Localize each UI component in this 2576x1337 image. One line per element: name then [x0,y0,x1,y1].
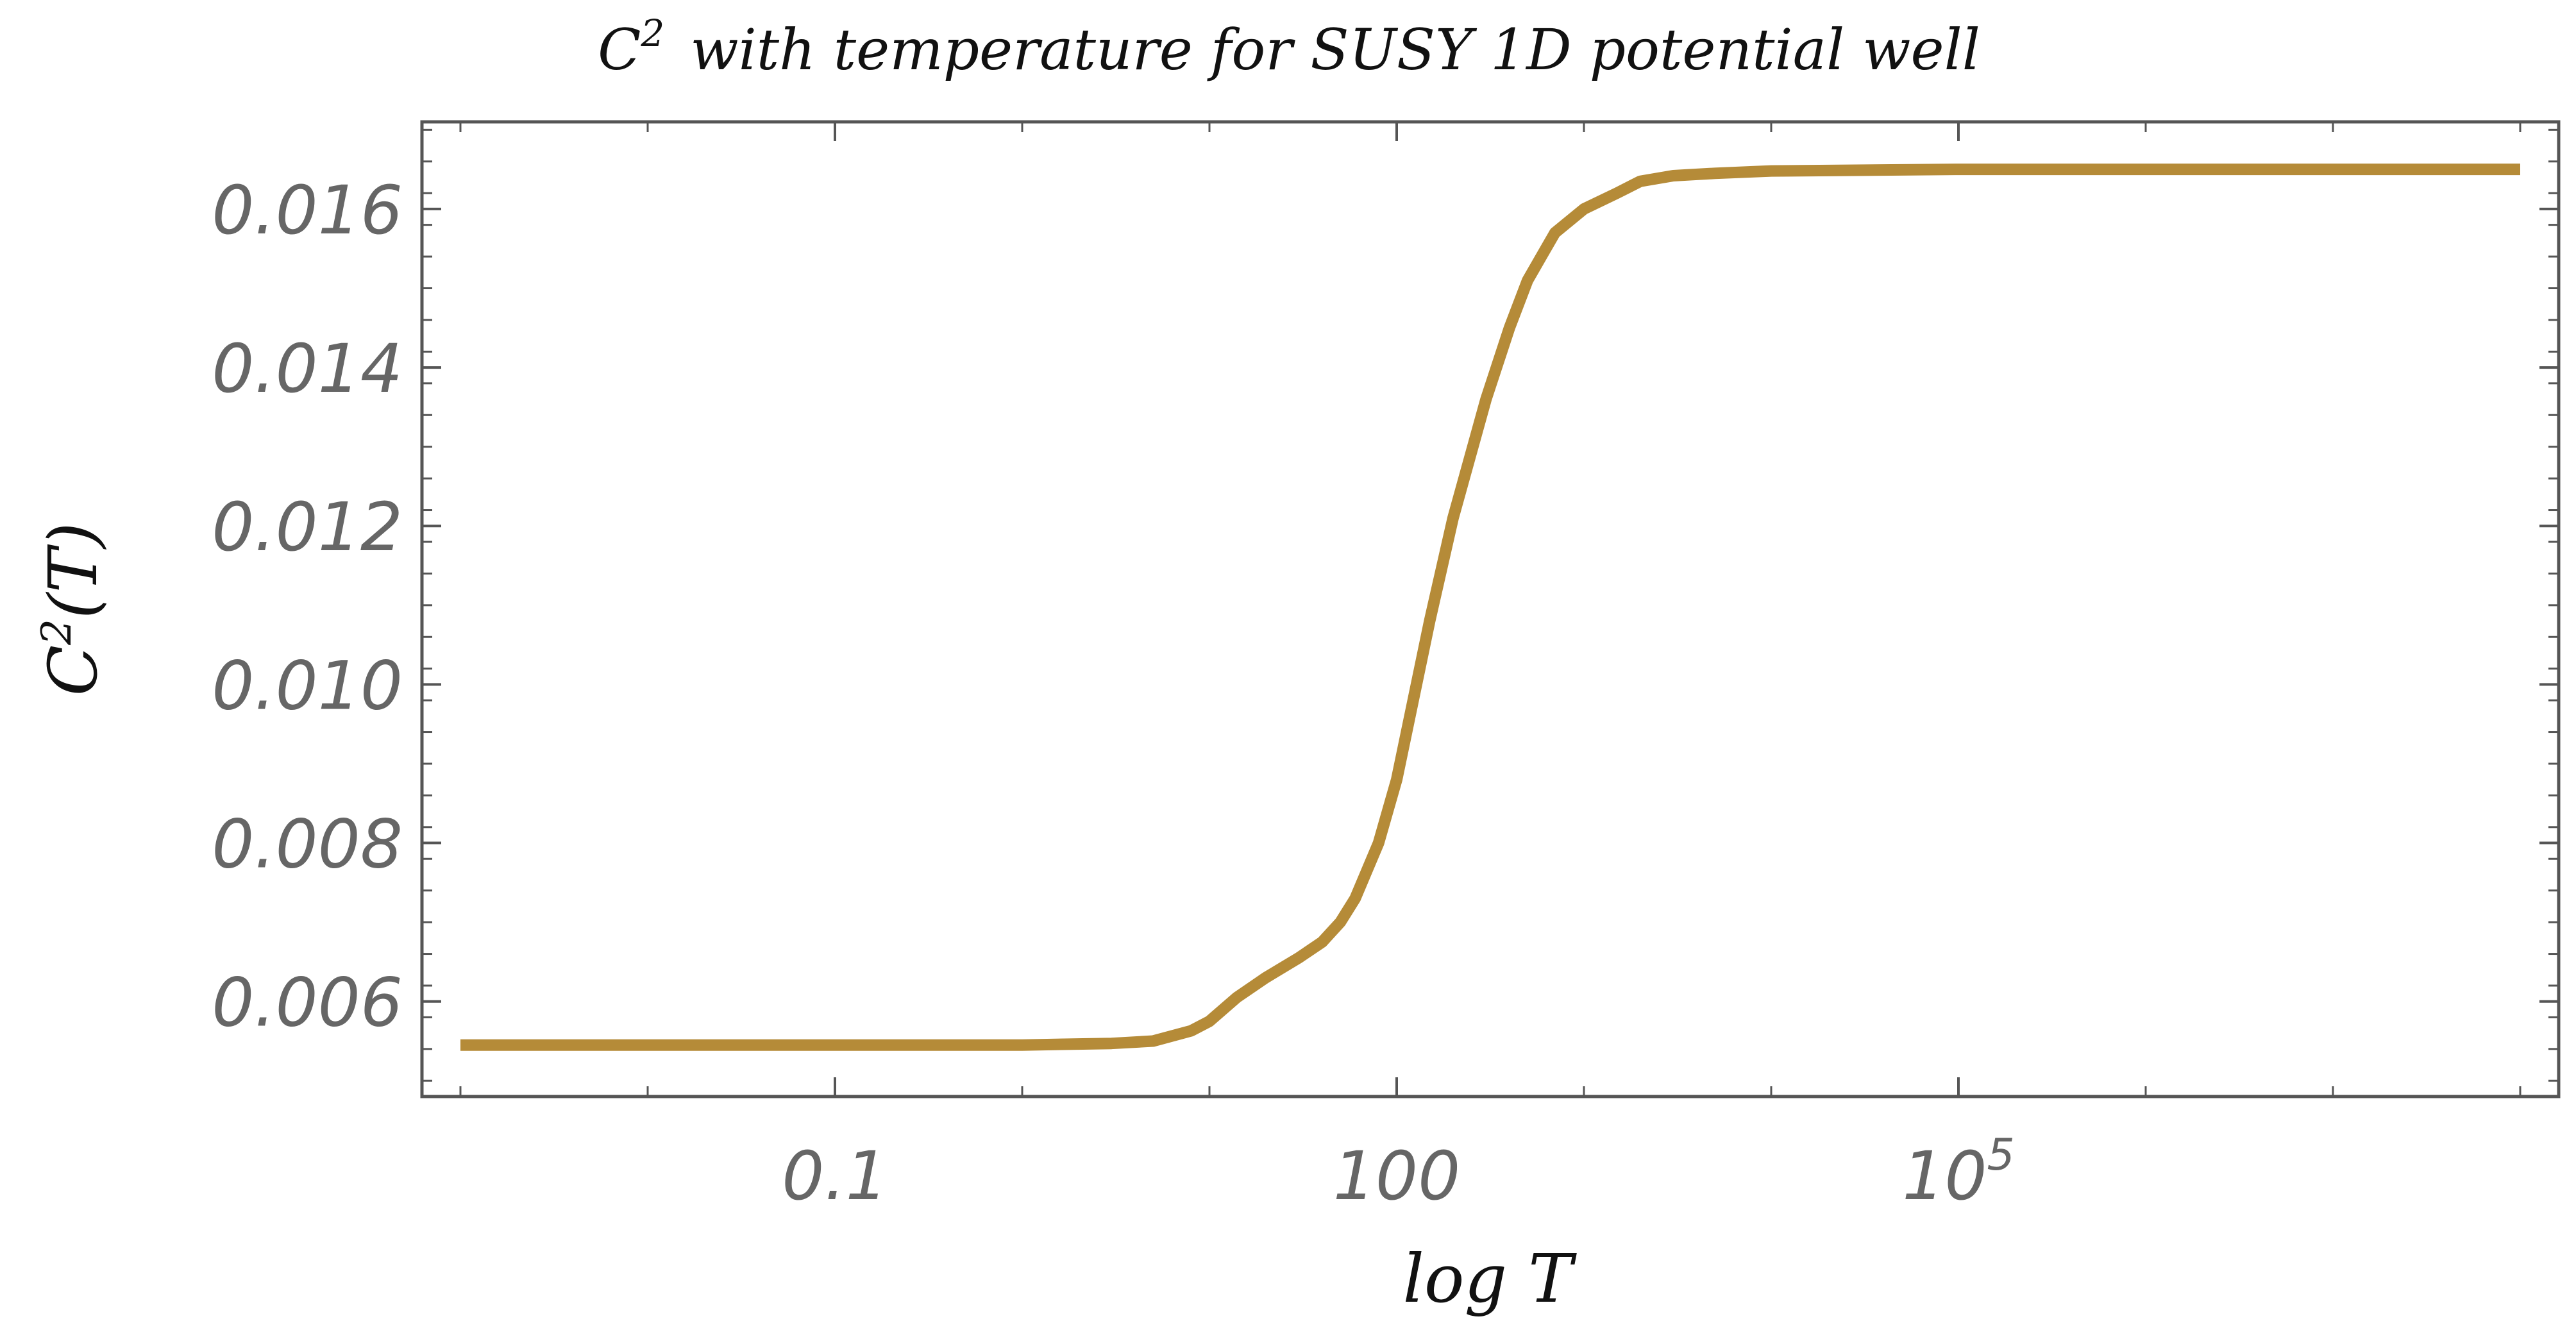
y-tick-label: 0.014 [212,330,403,408]
y-axis-label: C2(T) [33,523,112,696]
x-axis-ticks: 0.1 100 105 [459,122,2521,1215]
y-tick-label: 0.008 [212,805,403,884]
plot-frame [420,120,2561,1098]
series-line [460,164,2520,1051]
x-axis-label: log T [1403,1240,1578,1318]
y-axis-ticks: 0.006 0.008 0.010 0.012 0.014 0.016 [212,128,2559,1082]
y-tick-label: 0.010 [212,646,403,725]
y-tick-label: 0.006 [212,964,403,1042]
y-tick-label: 0.012 [212,488,403,566]
x-tick-label: 0.1 [782,1137,888,1215]
y-tick-label: 0.016 [212,171,403,249]
chart-title: C2 with temperature for SUSY 1D potential… [598,12,1980,83]
x-tick-label: 105 [1902,1130,2015,1215]
x-tick-label: 100 [1333,1137,1461,1215]
